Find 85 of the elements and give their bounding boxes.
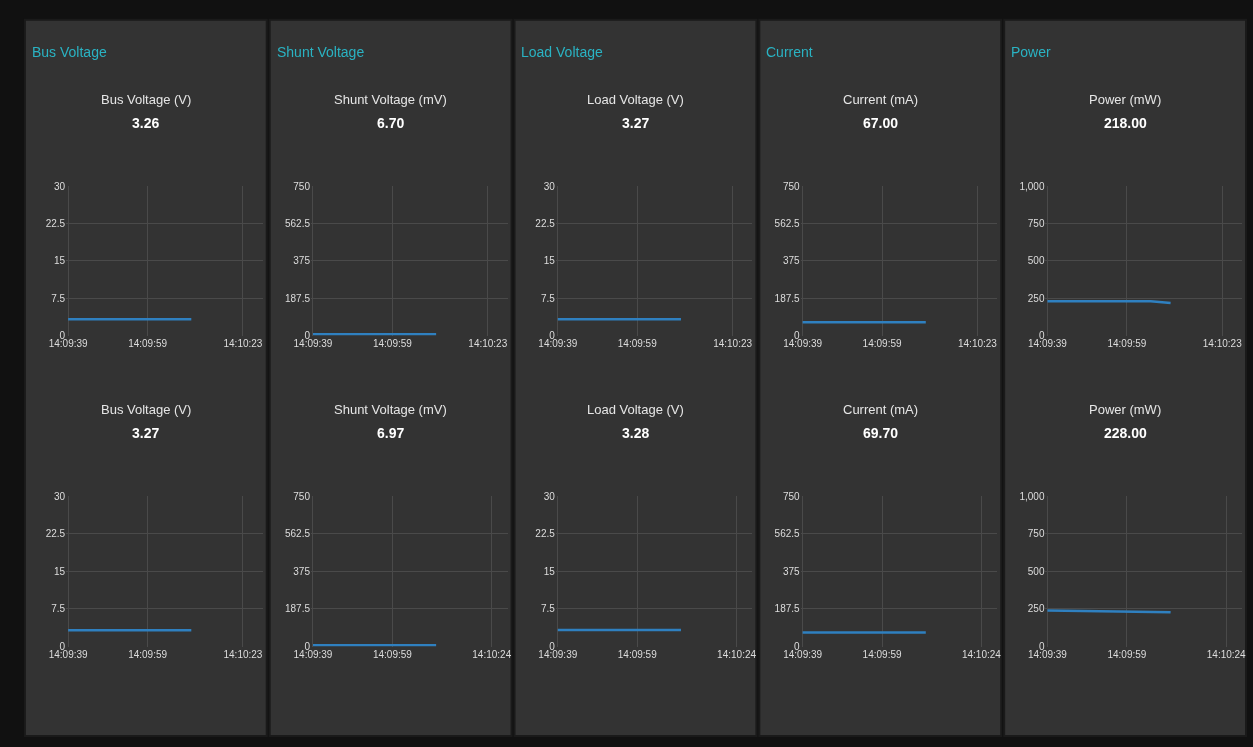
chart-subtitle: 6.97 xyxy=(377,425,405,441)
y-tick-label: 562.5 xyxy=(774,528,801,540)
y-tick-label: 30 xyxy=(54,180,66,192)
y-tick-label: 30 xyxy=(54,490,66,502)
chart-title: Shunt Voltage (mV) xyxy=(334,402,447,417)
chart-title: Load Voltage (V) xyxy=(587,402,684,417)
y-tick-label: 375 xyxy=(782,565,801,577)
chart-title: Shunt Voltage (mV) xyxy=(334,92,447,107)
chart-subtitle: 218.00 xyxy=(1104,115,1148,131)
x-tick-label: 14:10:24 xyxy=(1206,648,1247,660)
y-tick-label: 7.5 xyxy=(540,292,556,304)
y-tick-label: 500 xyxy=(1027,565,1045,577)
text: Bus Voltage xyxy=(32,44,107,60)
chart-title: Current (mA) xyxy=(843,402,919,417)
y-tick-label: 375 xyxy=(782,255,801,267)
text: Power xyxy=(1011,44,1052,60)
y-tick-label: 375 xyxy=(293,565,311,577)
x-tick-label: 14:10:23 xyxy=(223,648,263,660)
y-tick-label: 750 xyxy=(1027,528,1045,540)
y-tick-label: 250 xyxy=(1027,603,1045,615)
y-tick-label: 250 xyxy=(1027,292,1045,304)
x-tick-label: 14:09:59 xyxy=(617,337,658,349)
y-tick-label: 750 xyxy=(293,180,311,192)
y-tick-label: 562.5 xyxy=(284,217,311,229)
y-tick-label: 30 xyxy=(543,180,556,192)
y-tick-label: 1,000 xyxy=(1019,490,1045,502)
y-tick-label: 7.5 xyxy=(540,603,556,615)
chart-subtitle: 67.00 xyxy=(863,115,899,131)
x-tick-label: 14:09:59 xyxy=(1107,337,1147,349)
y-tick-label: 750 xyxy=(293,490,311,502)
y-tick-label: 22.5 xyxy=(45,217,66,229)
y-tick-label: 15 xyxy=(543,565,556,577)
x-tick-label: 14:09:59 xyxy=(862,648,902,660)
chart-title: Power (mW) xyxy=(1089,92,1162,107)
text: Current xyxy=(766,44,813,60)
y-tick-label: 187.5 xyxy=(284,603,311,615)
y-tick-label: 500 xyxy=(1027,255,1045,267)
y-tick-label: 750 xyxy=(1027,217,1045,229)
x-tick-label: 14:10:23 xyxy=(1202,337,1243,349)
x-tick-label: 14:10:24 xyxy=(717,648,757,660)
text: Shunt Voltage xyxy=(277,44,365,60)
chart-subtitle: 6.70 xyxy=(377,115,405,131)
x-tick-label: 14:09:59 xyxy=(128,648,168,660)
chart-subtitle: 3.28 xyxy=(622,425,650,441)
y-tick-label: 15 xyxy=(54,565,66,577)
y-tick-label: 22.5 xyxy=(45,528,66,540)
x-tick-label: 14:10:23 xyxy=(957,337,998,349)
y-tick-label: 7.5 xyxy=(51,292,66,304)
y-tick-label: 187.5 xyxy=(284,292,311,304)
chart-title: Bus Voltage (V) xyxy=(101,92,192,107)
y-tick-label: 187.5 xyxy=(774,603,801,615)
chart-title: Load Voltage (V) xyxy=(587,92,684,107)
chart-subtitle: 3.27 xyxy=(622,115,650,131)
x-tick-label: 14:10:23 xyxy=(223,337,263,349)
y-tick-label: 562.5 xyxy=(774,217,801,229)
y-tick-label: 562.5 xyxy=(284,528,311,540)
x-tick-label: 14:09:59 xyxy=(1107,648,1147,660)
y-tick-label: 1,000 xyxy=(1019,180,1045,192)
x-tick-label: 14:09:59 xyxy=(372,648,413,660)
x-tick-label: 14:09:59 xyxy=(862,337,902,349)
x-tick-label: 14:10:24 xyxy=(472,648,512,660)
y-tick-label: 30 xyxy=(543,490,556,502)
chart-subtitle: 228.00 xyxy=(1104,425,1148,441)
y-tick-label: 187.5 xyxy=(774,292,801,304)
x-tick-label: 14:10:23 xyxy=(468,337,508,349)
chart-title: Power (mW) xyxy=(1089,402,1162,417)
chart-title: Bus Voltage (V) xyxy=(101,402,192,417)
y-tick-label: 22.5 xyxy=(535,217,556,229)
chart-subtitle: 69.70 xyxy=(863,425,899,441)
x-tick-label: 14:09:59 xyxy=(372,337,413,349)
y-tick-label: 7.5 xyxy=(51,603,66,615)
x-tick-label: 14:09:59 xyxy=(128,337,168,349)
y-tick-label: 22.5 xyxy=(535,528,556,540)
chart-title: Current (mA) xyxy=(843,92,919,107)
y-tick-label: 15 xyxy=(54,255,66,267)
x-tick-label: 14:10:24 xyxy=(961,648,1002,660)
y-tick-label: 15 xyxy=(543,255,556,267)
y-tick-label: 750 xyxy=(782,180,801,192)
y-tick-label: 375 xyxy=(293,255,311,267)
x-tick-label: 14:10:23 xyxy=(713,337,753,349)
text: Load Voltage xyxy=(521,44,603,60)
y-tick-label: 750 xyxy=(782,490,801,502)
x-tick-label: 14:09:59 xyxy=(617,648,658,660)
chart-subtitle: 3.27 xyxy=(132,425,160,441)
chart-subtitle: 3.26 xyxy=(132,115,160,131)
